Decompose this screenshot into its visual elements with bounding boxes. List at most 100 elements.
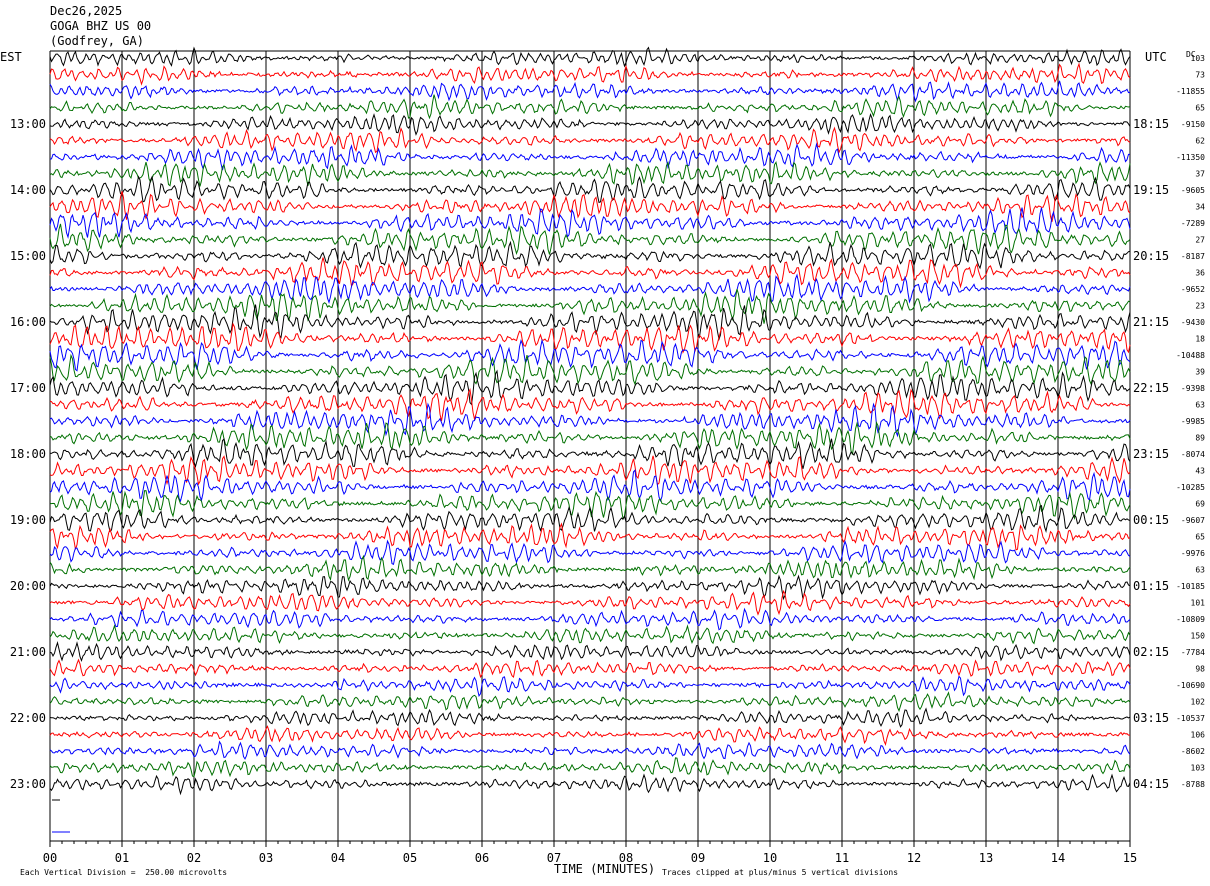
est-hour-label-1300: 13:00 — [10, 117, 46, 131]
trace-row-5 — [49, 113, 1131, 136]
dc-value-43: -8602 — [1181, 747, 1205, 756]
trace-row-45 — [49, 773, 1131, 796]
dc-value-44: 103 — [1191, 764, 1206, 773]
dc-value-21: -9398 — [1181, 384, 1205, 393]
trace-row-18 — [49, 322, 1131, 354]
x-tick-label-01: 01 — [115, 851, 129, 865]
dc-value-12: 27 — [1195, 236, 1205, 245]
x-tick-label-15: 15 — [1123, 851, 1137, 865]
trace-row-24 — [49, 420, 1131, 455]
dc-value-26: 43 — [1195, 467, 1205, 476]
dc-value-1: 103 — [1191, 54, 1206, 63]
trace-row-26 — [49, 455, 1131, 486]
trace-row-22 — [49, 388, 1131, 422]
x-tick-label-12: 12 — [907, 851, 921, 865]
trace-row-14 — [49, 257, 1131, 289]
utc-hour-label-0315: 03:15 — [1133, 711, 1169, 725]
date-label: Dec26,2025 — [50, 4, 123, 18]
dc-value-10: 34 — [1195, 203, 1205, 212]
trace-row-15 — [49, 273, 1131, 304]
utc-hour-label-0415: 04:15 — [1133, 777, 1169, 791]
trace-row-12 — [49, 223, 1131, 255]
dc-value-31: -9976 — [1181, 549, 1205, 558]
trace-row-44 — [49, 757, 1131, 778]
dc-value-17: -9430 — [1181, 318, 1205, 327]
est-hour-label-1500: 15:00 — [10, 249, 46, 263]
dc-value-35: -10809 — [1176, 615, 1205, 624]
trace-row-41 — [49, 707, 1131, 728]
trace-row-10 — [49, 191, 1131, 222]
dc-value-36: 150 — [1191, 632, 1206, 641]
station-label: GOGA BHZ US 00 — [50, 19, 152, 33]
dc-value-9: -9605 — [1181, 186, 1205, 195]
dc-value-42: 106 — [1191, 731, 1206, 740]
dc-value-6: 62 — [1195, 137, 1205, 146]
x-tick-label-02: 02 — [187, 851, 201, 865]
est-hour-label-2200: 22:00 — [10, 711, 46, 725]
dc-value-45: -8788 — [1181, 780, 1205, 789]
trace-row-40 — [49, 691, 1131, 713]
dc-value-2: 73 — [1195, 71, 1205, 80]
dc-value-27: -10285 — [1176, 483, 1205, 492]
est-zone-label: EST — [0, 50, 22, 64]
est-hour-label-1700: 17:00 — [10, 381, 46, 395]
trace-row-33 — [49, 574, 1131, 601]
trace-row-4 — [49, 94, 1131, 120]
trace-row-11 — [49, 207, 1131, 239]
dc-value-20: 39 — [1195, 368, 1205, 377]
x-tick-label-14: 14 — [1051, 851, 1065, 865]
trace-row-43 — [49, 740, 1131, 760]
dc-value-40: 102 — [1191, 698, 1206, 707]
dc-value-30: 65 — [1195, 533, 1205, 542]
trace-row-31 — [49, 539, 1131, 566]
trace-row-9 — [49, 175, 1131, 204]
utc-hour-label-0215: 02:15 — [1133, 645, 1169, 659]
est-hour-label-1400: 14:00 — [10, 183, 46, 197]
dc-value-15: -9652 — [1181, 285, 1205, 294]
trace-row-39 — [49, 675, 1131, 697]
trace-row-23 — [49, 402, 1131, 438]
dc-value-28: 69 — [1195, 500, 1205, 509]
x-tick-label-07: 07 — [547, 851, 561, 865]
x-tick-label-09: 09 — [691, 851, 705, 865]
utc-hour-label-1915: 19:15 — [1133, 183, 1169, 197]
est-hour-label-1800: 18:00 — [10, 447, 46, 461]
dc-value-22: 63 — [1195, 401, 1205, 410]
trace-row-25 — [49, 437, 1131, 469]
est-hour-label-2000: 20:00 — [10, 579, 46, 593]
est-hour-label-1600: 16:00 — [10, 315, 46, 329]
trace-row-19 — [49, 338, 1131, 372]
trace-row-35 — [49, 607, 1131, 631]
trace-row-42 — [49, 725, 1130, 747]
dc-value-38: 98 — [1195, 665, 1205, 674]
trace-row-30 — [49, 522, 1131, 551]
trace-row-13 — [49, 240, 1131, 270]
trace-row-29 — [49, 505, 1131, 534]
dc-value-34: 101 — [1191, 599, 1206, 608]
dc-value-16: 23 — [1195, 302, 1205, 311]
trace-row-27 — [49, 469, 1131, 503]
x-tick-label-04: 04 — [331, 851, 345, 865]
est-hour-label-1900: 19:00 — [10, 513, 46, 527]
trace-row-1 — [49, 46, 1131, 68]
trace-row-17 — [49, 304, 1131, 342]
trace-row-21 — [49, 369, 1131, 406]
dc-header-label: DC — [1186, 50, 1196, 59]
location-label: (Godfrey, GA) — [50, 34, 144, 48]
dc-value-3: -11855 — [1176, 87, 1205, 96]
x-tick-label-08: 08 — [619, 851, 633, 865]
dc-value-37: -7784 — [1181, 648, 1205, 657]
trace-row-7 — [49, 142, 1130, 171]
dc-value-32: 63 — [1195, 566, 1205, 575]
dc-value-41: -10537 — [1176, 714, 1205, 723]
utc-hour-label-2315: 23:15 — [1133, 447, 1169, 461]
x-tick-label-06: 06 — [475, 851, 489, 865]
utc-hour-label-2215: 22:15 — [1133, 381, 1169, 395]
x-tick-label-13: 13 — [979, 851, 993, 865]
dc-value-29: -9607 — [1181, 516, 1205, 525]
dc-value-33: -10185 — [1176, 582, 1205, 591]
dc-value-25: -8074 — [1181, 450, 1205, 459]
trace-row-28 — [49, 490, 1131, 521]
trace-row-20 — [49, 353, 1131, 386]
